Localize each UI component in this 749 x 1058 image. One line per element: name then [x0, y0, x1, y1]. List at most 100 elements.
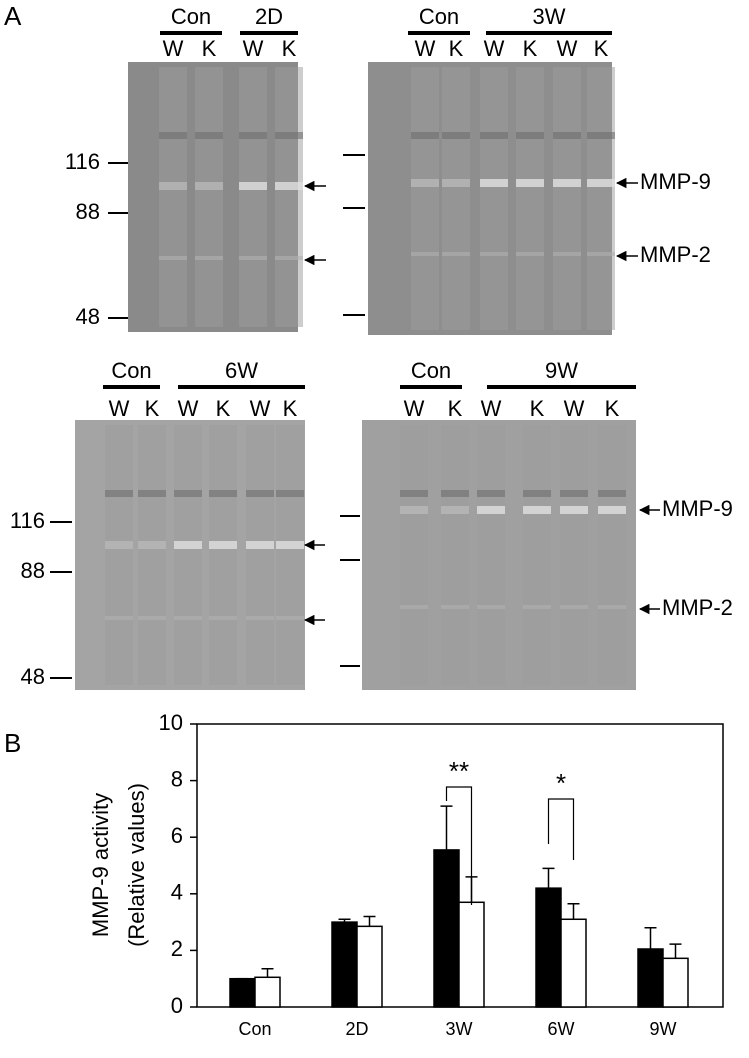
gel-band — [195, 132, 223, 139]
error-bar — [542, 867, 555, 889]
gel-band — [480, 132, 508, 139]
gel-band — [587, 132, 615, 139]
lane-label: K — [448, 396, 463, 421]
gel-band — [553, 179, 581, 187]
band-label: MMP-2 — [662, 595, 733, 620]
bar — [331, 921, 358, 1008]
gel-band — [275, 256, 303, 260]
gel-band — [441, 490, 469, 497]
lane-label: W — [243, 36, 264, 61]
gel-band — [553, 252, 581, 256]
gel-band — [587, 252, 615, 256]
gel-band — [560, 490, 588, 497]
gel-band — [516, 252, 544, 256]
gel-band — [477, 490, 505, 497]
gel-band — [480, 179, 508, 187]
x-tick-label: 2D — [345, 1019, 368, 1039]
band-label: MMP-9 — [640, 169, 711, 194]
panel-label: A — [4, 1, 22, 31]
group-label: 9W — [545, 358, 578, 383]
error-bar — [567, 902, 580, 920]
lane-label: W — [163, 36, 184, 61]
lane-label: W — [481, 396, 502, 421]
gel-band — [276, 490, 304, 497]
lane-label: K — [594, 36, 609, 61]
gel-band — [411, 132, 439, 139]
gel-band — [209, 490, 237, 497]
lane-label: W — [557, 36, 578, 61]
group-label: 3W — [533, 4, 566, 29]
x-tick-label: 9W — [650, 1019, 677, 1039]
gel-band — [598, 506, 626, 514]
lane — [441, 425, 469, 685]
gel-band — [239, 256, 267, 260]
lane — [477, 425, 505, 685]
gel-band — [276, 616, 304, 620]
lane — [275, 67, 303, 327]
gel-band — [553, 132, 581, 139]
lane — [174, 425, 202, 685]
lane — [138, 425, 166, 685]
lane — [159, 67, 187, 327]
gel-band — [400, 506, 428, 514]
gel-band — [105, 490, 133, 497]
bar — [637, 948, 664, 1008]
gel-band — [174, 616, 202, 620]
gel-band — [477, 506, 505, 514]
bar — [560, 918, 587, 1008]
gel-band — [523, 506, 551, 514]
gel-band — [138, 490, 166, 497]
gel-band — [105, 616, 133, 620]
lane — [105, 425, 133, 685]
lane — [598, 425, 626, 685]
bar — [458, 901, 485, 1008]
y-axis-label: (Relative values) — [124, 783, 149, 947]
significance-mark: * — [556, 768, 566, 798]
lane-label: K — [145, 396, 160, 421]
x-tick-label: 3W — [446, 1019, 473, 1039]
group-label: 2D — [255, 4, 283, 29]
gel-band — [411, 252, 439, 256]
gel-band — [598, 490, 626, 497]
error-bar — [338, 918, 351, 923]
gel-band — [138, 541, 166, 549]
group-label: Con — [419, 4, 459, 29]
marker-label: 88 — [21, 558, 45, 583]
y-tick-label: 4 — [171, 880, 183, 905]
gel-band — [239, 182, 267, 190]
gel-band — [195, 182, 223, 190]
gel-band — [209, 541, 237, 549]
lane-label: K — [216, 396, 231, 421]
gel-band — [411, 179, 439, 187]
gel-band — [400, 490, 428, 497]
marker-label: 88 — [76, 199, 100, 224]
lane-label: W — [109, 396, 130, 421]
gel-band — [159, 256, 187, 260]
gel-band — [441, 506, 469, 514]
gel-band — [442, 132, 470, 139]
gel-band — [209, 616, 237, 620]
gel-band — [105, 541, 133, 549]
gel-band — [246, 541, 274, 549]
lane-label: K — [605, 396, 620, 421]
y-tick-label: 2 — [171, 936, 183, 961]
lane-label: W — [178, 396, 199, 421]
lane-label: W — [415, 36, 436, 61]
gel-band — [598, 605, 626, 609]
error-bar — [669, 943, 682, 959]
group-label: Con — [171, 4, 211, 29]
lane-label: K — [523, 36, 538, 61]
marker-label: 48 — [76, 304, 100, 329]
group-label: 6W — [225, 358, 258, 383]
lane — [411, 67, 439, 330]
gel-band — [560, 605, 588, 609]
gel-band — [159, 182, 187, 190]
bar — [662, 957, 689, 1008]
gel-band — [174, 541, 202, 549]
lane — [516, 67, 544, 330]
marker-label: 48 — [21, 664, 45, 689]
lane — [553, 67, 581, 330]
lane — [239, 67, 267, 327]
lane — [480, 67, 508, 330]
